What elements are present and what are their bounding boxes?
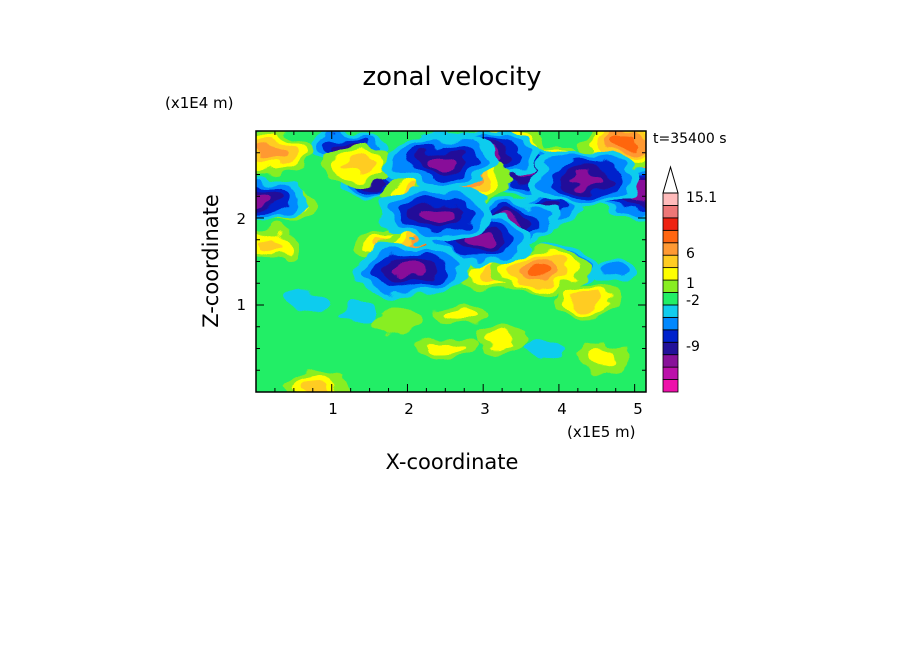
velocity-feature	[373, 311, 419, 334]
colorbar-swatch	[662, 292, 679, 306]
y-unit-label: (x1E4 m)	[165, 94, 234, 112]
velocity-contour	[464, 232, 495, 248]
x-axis-label: X-coordinate	[386, 450, 519, 474]
velocity-contour	[526, 263, 554, 277]
x-tick-label-4: 4	[557, 400, 567, 418]
colorbar-swatch	[662, 379, 679, 393]
velocity-contour	[587, 348, 622, 366]
velocity-contour	[337, 303, 379, 324]
velocity-feature	[284, 371, 349, 392]
velocity-feature	[256, 177, 307, 224]
colorbar-swatch	[662, 341, 679, 356]
velocity-contour	[523, 338, 565, 359]
velocity-contour	[373, 311, 419, 334]
colorbar-extend-arrow	[662, 165, 679, 194]
velocity-feature	[470, 326, 526, 354]
velocity-contour	[256, 236, 286, 252]
colorbar-label-minus9: -9	[686, 339, 700, 355]
y-axis-ticks	[256, 152, 646, 371]
colorbar-label-1: 1	[686, 276, 695, 292]
velocity-contour	[481, 331, 516, 349]
velocity-contour	[421, 205, 454, 222]
colorbar-swatch	[662, 229, 679, 244]
colorbar-swatch	[662, 217, 679, 231]
velocity-feature	[493, 246, 587, 294]
velocity-contour	[256, 193, 274, 208]
velocity-contour	[256, 145, 286, 161]
velocity-feature	[529, 150, 642, 208]
velocity-contour	[569, 170, 602, 187]
x-axis-ticks	[274, 131, 636, 392]
colorbar-swatch	[662, 205, 679, 219]
velocity-feature	[337, 303, 379, 324]
x-unit-label: (x1E5 m)	[567, 423, 636, 441]
velocity-contour	[571, 293, 600, 308]
colorbar-swatch	[662, 242, 679, 256]
velocity-contour	[302, 380, 331, 392]
velocity-feature	[381, 185, 495, 242]
velocity-contour	[425, 153, 458, 170]
x-tick-label-3: 3	[480, 400, 490, 418]
colorbar-label-6: 6	[686, 246, 695, 262]
velocity-contour	[443, 305, 478, 323]
colorbar-swatch	[662, 254, 679, 269]
velocity-feature	[432, 299, 489, 328]
colorbar-swatch	[662, 316, 679, 331]
x-tick-label-5: 5	[633, 400, 643, 418]
velocity-feature	[576, 343, 632, 372]
colorbar-swatch	[662, 279, 679, 293]
velocity-feature	[284, 290, 326, 311]
velocity-contour	[284, 290, 326, 311]
y-tick-label-2: 2	[236, 210, 246, 228]
colorbar-swatch	[662, 329, 679, 343]
velocity-contour	[395, 262, 428, 279]
heatmap-field	[256, 131, 646, 392]
x-tick-label-1: 1	[328, 400, 338, 418]
time-label: t=35400 s	[653, 131, 727, 147]
colorbar	[662, 165, 679, 393]
colorbar-swatch	[662, 304, 679, 318]
colorbar-label-15.1: 15.1	[686, 190, 717, 206]
velocity-feature	[354, 242, 468, 299]
colorbar-label-minus2: -2	[686, 293, 700, 309]
velocity-contour	[601, 263, 630, 278]
velocity-contour	[341, 157, 375, 175]
velocity-feature	[553, 284, 618, 317]
y-tick-label-1: 1	[236, 296, 246, 314]
colorbar-swatch	[662, 366, 679, 380]
velocity-feature	[523, 338, 565, 359]
velocity-contour	[428, 340, 463, 357]
colorbar-swatch	[662, 354, 679, 368]
colorbar-swatch	[662, 267, 679, 281]
velocity-feature	[592, 258, 639, 282]
x-tick-label-2: 2	[404, 400, 414, 418]
velocity-feature	[321, 147, 396, 185]
velocity-feature	[256, 227, 304, 261]
velocity-feature	[256, 131, 314, 174]
velocity-feature	[385, 133, 498, 190]
velocity-contour	[613, 137, 641, 151]
velocity-feature	[417, 334, 473, 363]
colorbar-swatch	[662, 192, 679, 206]
y-axis-label: Z-coordinate	[199, 194, 223, 328]
chart-title: zonal velocity	[362, 62, 541, 92]
